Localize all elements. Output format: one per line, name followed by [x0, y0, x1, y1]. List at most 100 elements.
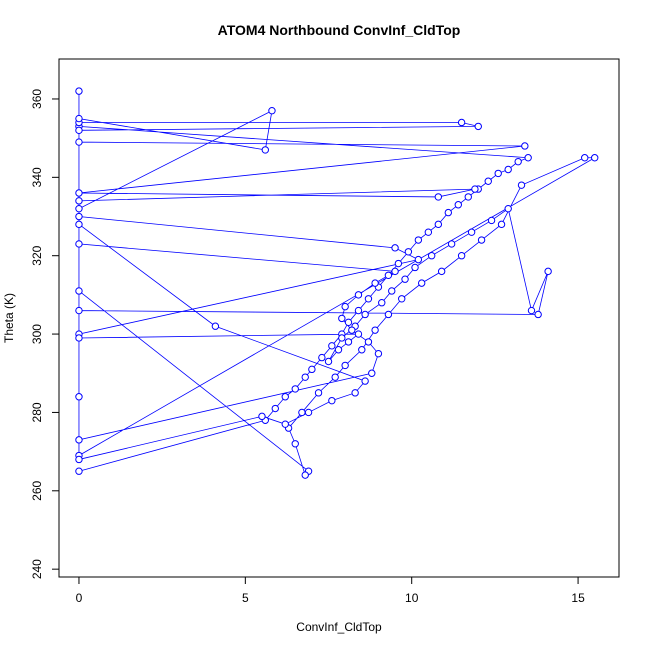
point: [484, 177, 492, 185]
x-axis-label: ConvInf_CldTop: [296, 620, 382, 634]
y-tick-label: 240: [30, 559, 44, 579]
point: [521, 142, 529, 150]
point: [354, 291, 363, 299]
point: [75, 204, 83, 213]
point: [454, 201, 462, 209]
point: [457, 251, 466, 260]
point: [211, 322, 220, 330]
point: [75, 126, 83, 135]
point: [75, 455, 83, 464]
point: [304, 408, 313, 417]
point: [268, 107, 276, 115]
point: [338, 314, 346, 323]
point: [437, 267, 446, 276]
y-tick-label: 320: [30, 245, 44, 265]
point: [334, 346, 343, 354]
point: [474, 122, 482, 131]
point: [271, 404, 279, 413]
point: [291, 385, 299, 393]
point: [494, 169, 502, 178]
x-tick-label: 10: [405, 591, 419, 605]
point: [378, 299, 386, 307]
point: [394, 259, 403, 268]
point: [581, 154, 589, 162]
point: [318, 353, 326, 362]
point: [414, 236, 423, 244]
point: [371, 279, 379, 287]
point: [328, 342, 336, 350]
y-tick-label: 260: [30, 480, 44, 500]
point: [344, 318, 353, 327]
point: [298, 408, 306, 417]
point: [301, 471, 309, 479]
point: [424, 228, 433, 236]
x-tick-label: 5: [242, 591, 249, 605]
point: [75, 287, 83, 295]
point: [467, 228, 476, 236]
y-tick-label: 340: [30, 167, 44, 187]
point: [328, 396, 336, 405]
point: [358, 346, 366, 354]
point: [324, 357, 333, 366]
point: [281, 420, 289, 428]
point: [444, 208, 453, 217]
point: [331, 373, 339, 381]
point: [341, 361, 349, 370]
point: [258, 412, 266, 421]
point: [591, 154, 599, 162]
point: [351, 389, 359, 397]
point: [368, 369, 376, 377]
point: [75, 436, 83, 444]
point: [75, 189, 83, 197]
x-tick-label: 15: [571, 591, 585, 605]
y-tick-label: 360: [30, 89, 44, 109]
point: [457, 118, 466, 127]
point: [75, 212, 83, 221]
point: [398, 295, 406, 303]
point: [364, 338, 373, 346]
y-tick-label: 280: [30, 402, 44, 422]
point: [391, 244, 399, 252]
point: [301, 373, 309, 381]
point: [354, 306, 363, 315]
point: [434, 193, 443, 201]
point: [514, 157, 522, 166]
chart-title: ATOM4 Northbound ConvInf_CldTop: [218, 22, 461, 38]
point: [427, 251, 436, 260]
point: [544, 267, 552, 276]
point: [414, 255, 423, 264]
point: [401, 275, 409, 283]
point: [477, 236, 486, 244]
point: [361, 310, 369, 319]
point: [534, 310, 542, 319]
point: [517, 181, 526, 189]
point: [291, 440, 299, 448]
point: [341, 302, 349, 311]
point: [504, 204, 512, 213]
point: [338, 334, 346, 342]
point: [464, 193, 472, 201]
point: [417, 279, 426, 287]
point: [384, 271, 393, 279]
point: [487, 216, 496, 225]
point: [497, 220, 506, 229]
point: [75, 306, 83, 315]
point: [75, 87, 83, 95]
point: [75, 114, 83, 123]
x-tick-label: 0: [76, 591, 83, 605]
point: [364, 295, 373, 303]
point: [75, 240, 83, 248]
point: [374, 349, 383, 358]
point: [348, 326, 356, 334]
point: [361, 377, 369, 385]
point: [75, 138, 83, 146]
point: [504, 165, 512, 174]
point: [308, 365, 316, 374]
point: [434, 220, 443, 229]
y-axis-label: Theta (K): [2, 293, 16, 343]
point: [371, 326, 379, 334]
point: [524, 154, 532, 162]
point: [75, 393, 83, 401]
